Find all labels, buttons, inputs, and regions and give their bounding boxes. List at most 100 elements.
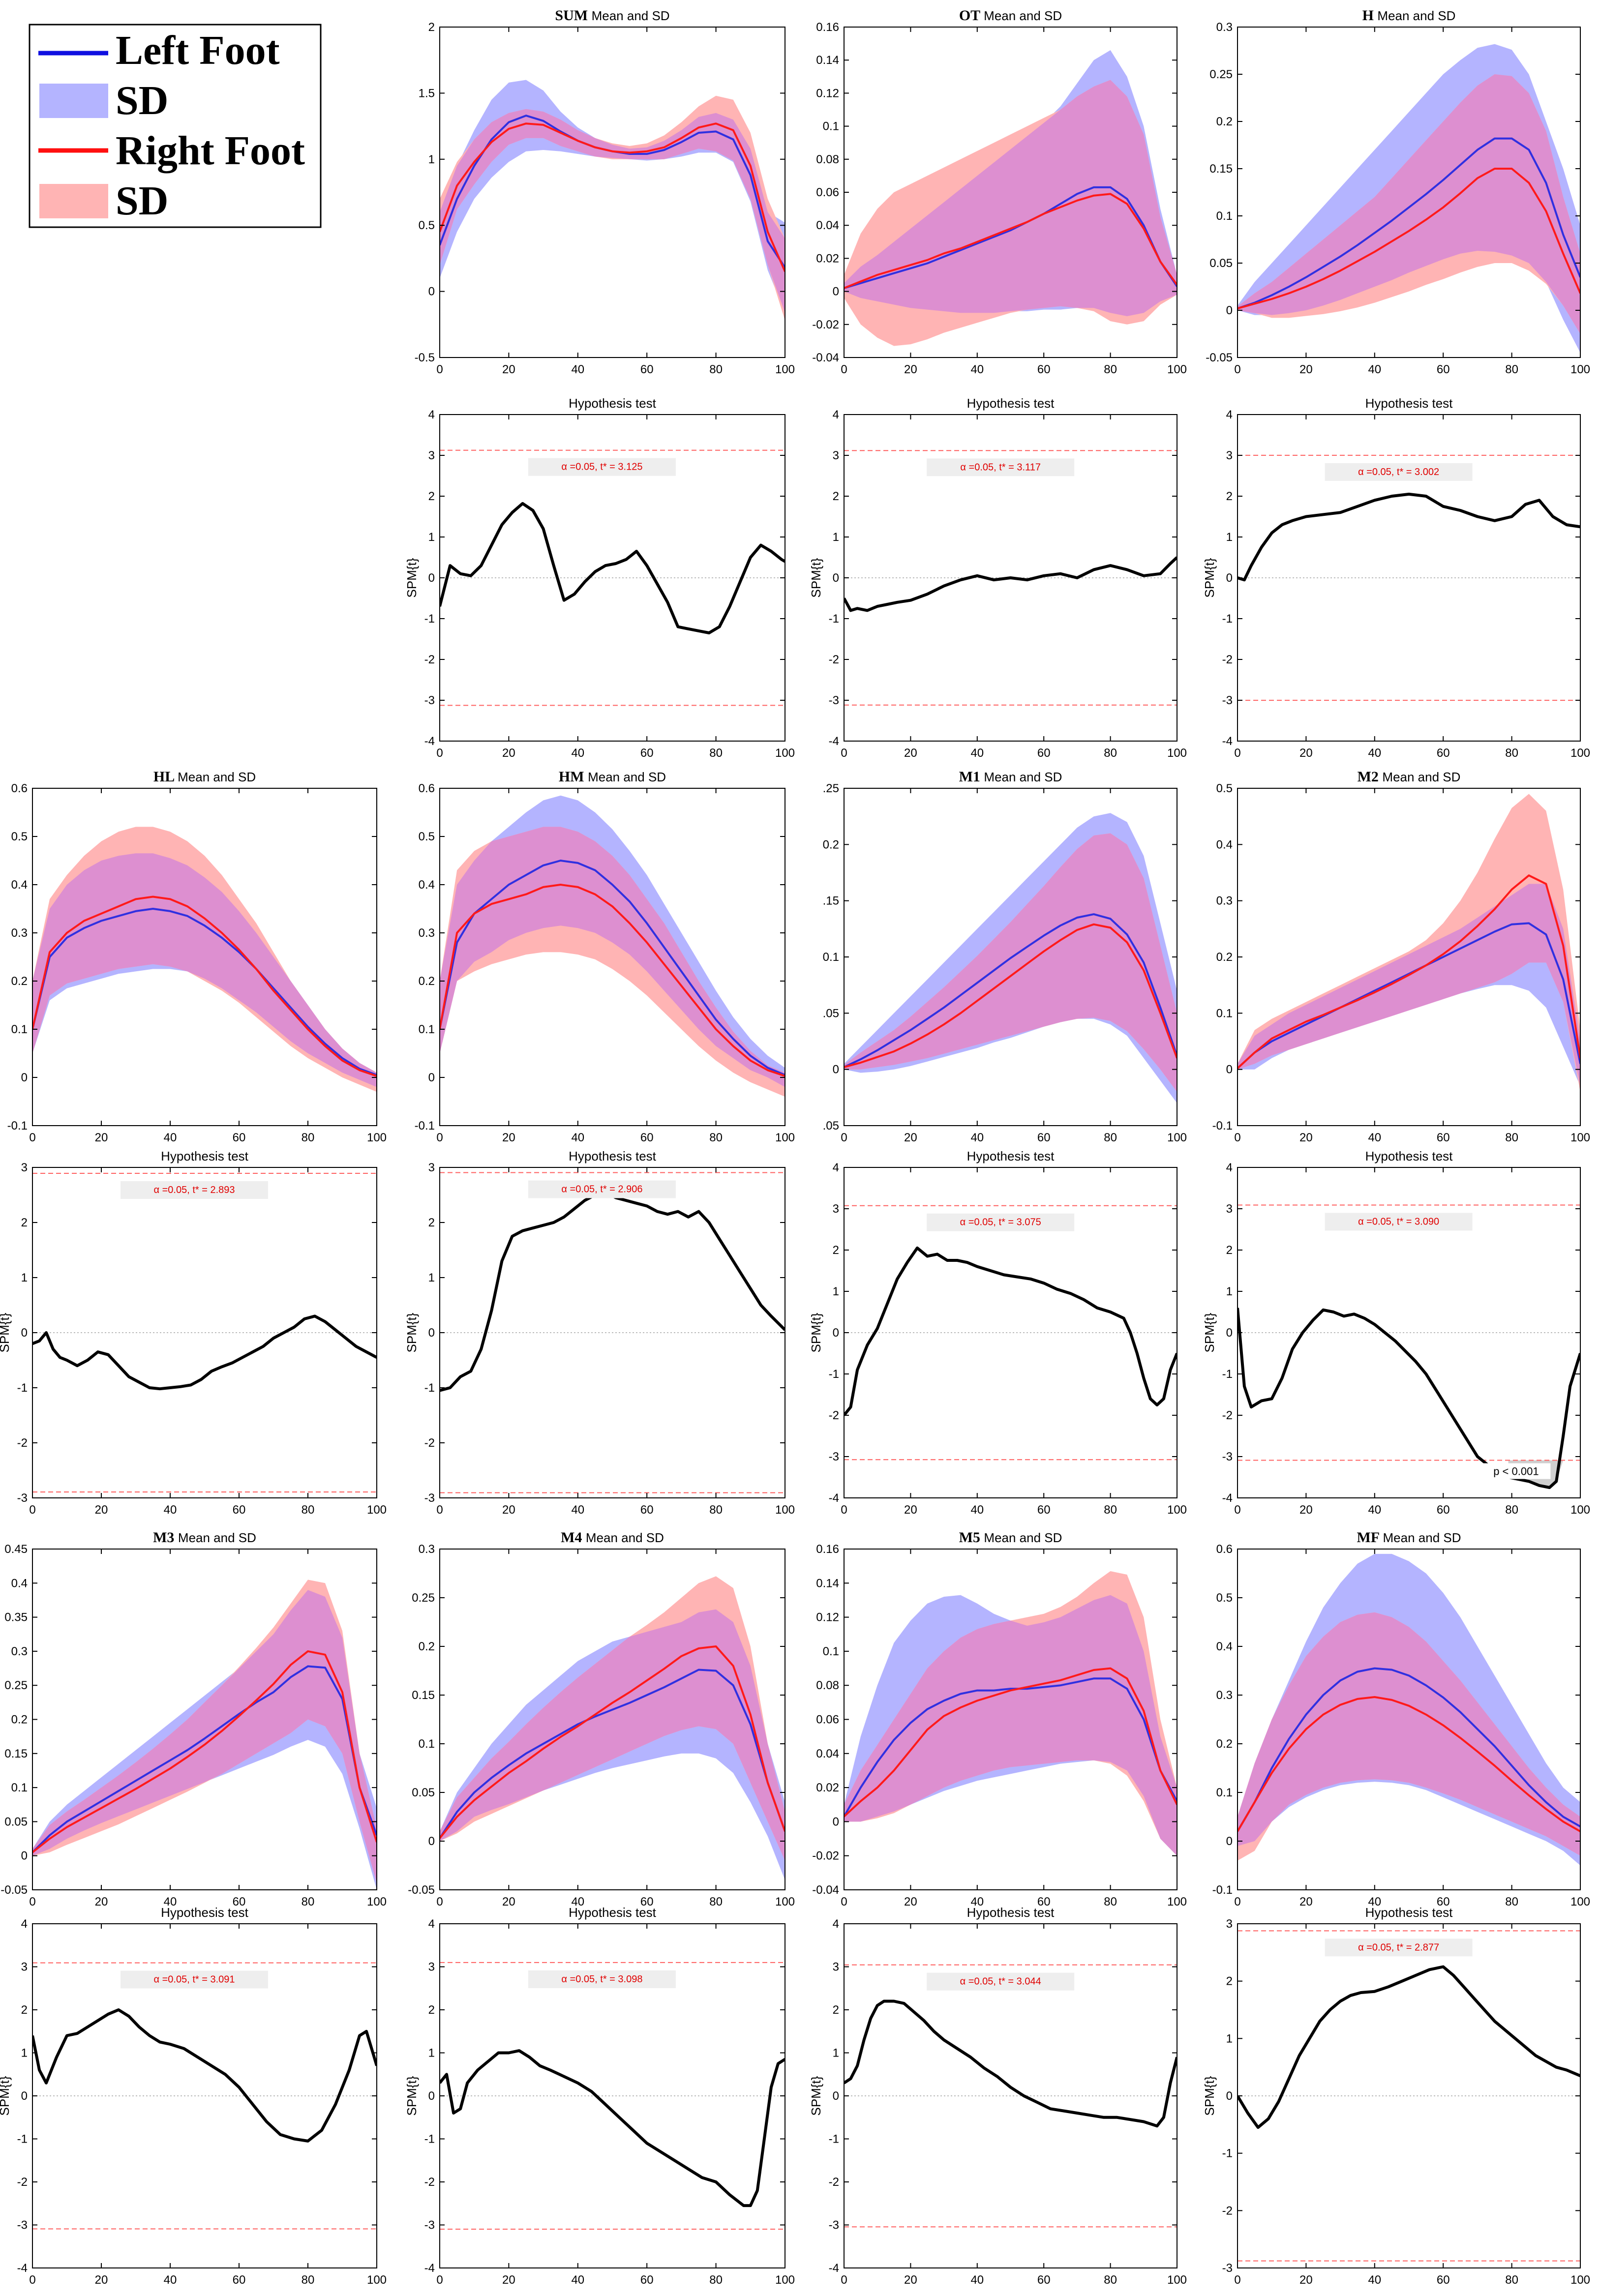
x-tick-label: 0 — [29, 1895, 35, 1908]
x-tick-label: 60 — [1437, 746, 1450, 760]
x-tick-label: 40 — [970, 1895, 984, 1908]
x-tick-label: 20 — [1299, 1131, 1313, 1144]
x-tick-label: 100 — [1167, 1503, 1187, 1517]
y-tick-label: 0.2 — [11, 975, 28, 988]
chart-title: Hypothesis test — [967, 1149, 1055, 1163]
plot-frame — [1237, 1923, 1581, 2268]
y-tick-label: 2 — [833, 1244, 839, 1257]
threshold-label-bg — [927, 458, 1075, 477]
x-tick-label: 0 — [841, 2273, 847, 2287]
plot-content — [440, 1962, 785, 2230]
x-tick-label: 40 — [970, 363, 984, 376]
x-tick-label: 80 — [1505, 363, 1518, 376]
plot-content — [440, 795, 785, 1097]
chart-title: OT Mean and SD — [959, 7, 1062, 24]
chart-m5-mean: 0 20 40 60 80 100 -0.04 -0.02 0 0.02 0.04 0.06 0.08 0… — [812, 1529, 1187, 1908]
x-tick-label: 20 — [1299, 746, 1313, 760]
y-tick-label: 2 — [833, 2003, 839, 2017]
x-tick-label: 20 — [95, 1131, 108, 1144]
mean-line-right — [1238, 1696, 1580, 1832]
y-axis-label: SPM{t} — [1202, 558, 1217, 597]
y-tick-label: 0.05 — [1209, 257, 1233, 270]
y-tick-label: 0.1 — [11, 1023, 28, 1036]
x-tick-label: 40 — [164, 1895, 177, 1908]
y-tick-label: 0.6 — [419, 782, 435, 795]
sd-band-overlap — [1238, 1612, 1580, 1856]
chart-hl-mean: 0 20 40 60 80 100-0.100.10.20.30.40.50.6HL Me… — [7, 769, 387, 1144]
x-tick-label: 80 — [302, 1895, 315, 1908]
y-tick-label: 0 — [1226, 304, 1233, 317]
threshold-label: α =0.05, t* = 3.091 — [153, 1974, 235, 1985]
x-tick-label: 80 — [709, 1503, 723, 1517]
plot-content — [844, 1205, 1177, 1461]
y-tick-label: 1 — [1226, 2032, 1233, 2045]
y-tick-label: -2 — [424, 653, 435, 666]
x-tick-label: 20 — [1299, 363, 1313, 376]
chart-title-muscle: MF — [1357, 1529, 1383, 1546]
y-tick-label: 1 — [428, 1271, 435, 1284]
y-tick-label: 0.16 — [816, 21, 839, 34]
x-tick-label: 100 — [1167, 1895, 1187, 1908]
mean-line-right — [440, 1645, 785, 1839]
x-tick-label: 40 — [1368, 1131, 1381, 1144]
y-tick-label: 2 — [21, 1216, 28, 1229]
mean-line-right — [1238, 168, 1580, 310]
x-tick-label: 40 — [571, 1131, 584, 1144]
x-tick-label: 80 — [709, 363, 723, 376]
plot-content — [1238, 1553, 1580, 1866]
cluster-label-bg — [1481, 1463, 1551, 1479]
y-axis-label: SPM{t} — [809, 558, 823, 597]
y-tick-label: 0 — [833, 2089, 839, 2103]
x-tick-label: 100 — [1167, 363, 1187, 376]
chart-title-muscle: OT — [959, 7, 984, 24]
spm-curve — [844, 556, 1177, 612]
x-tick-label: 100 — [367, 1503, 387, 1517]
threshold-label: α =0.05, t* = 3.098 — [561, 1974, 642, 1985]
y-tick-label: 2 — [833, 490, 839, 503]
x-tick-label: 80 — [1505, 1503, 1518, 1517]
chart-title-muscle: M3 — [153, 1529, 178, 1546]
sd-band-overlap — [844, 80, 1177, 316]
y-tick-label: 0.5 — [419, 830, 435, 843]
x-tick-label: 0 — [841, 1895, 847, 1908]
chart-title-muscle: M5 — [959, 1529, 984, 1546]
x-tick-label: 100 — [775, 1895, 795, 1908]
y-tick-label: -2 — [1222, 2204, 1233, 2217]
spm-curve — [844, 1246, 1177, 1416]
threshold-label-bg — [1325, 1938, 1473, 1957]
y-tick-label: 0.16 — [816, 1543, 839, 1556]
spm-curve — [440, 502, 785, 634]
x-tick-label: 80 — [1505, 2273, 1518, 2287]
y-tick-label: 0 — [833, 1326, 839, 1340]
x-tick-label: 40 — [970, 2273, 984, 2287]
x-tick-label: 60 — [1037, 1503, 1051, 1517]
y-tick-label: -0.05 — [0, 1883, 28, 1897]
x-tick-label: 20 — [904, 2273, 917, 2287]
y-tick-label: -0.05 — [408, 1883, 435, 1897]
chart-m4-mean: 0 20 40 60 80 100-0.0500.050.10.150.20.250.3M… — [408, 1529, 795, 1908]
y-tick-label: 0.15 — [4, 1747, 28, 1760]
y-tick-label: 0.08 — [816, 153, 839, 166]
spm-curve — [440, 1191, 785, 1392]
y-tick-label: 0.25 — [1209, 68, 1233, 81]
x-tick-label: 0 — [1234, 746, 1240, 760]
y-tick-label: .25 — [823, 782, 839, 795]
y-tick-label: -2 — [1222, 653, 1233, 666]
legend-left-sd-label: SD — [116, 78, 168, 123]
threshold-label: α =0.05, t* = 3.002 — [1358, 467, 1439, 477]
x-tick-label: 80 — [302, 1503, 315, 1517]
y-tick-label: 0.3 — [419, 926, 435, 940]
y-tick-label: 1 — [833, 2047, 839, 2060]
y-tick-label: 4 — [1226, 408, 1233, 421]
chart-title: M2 Mean and SD — [1358, 769, 1461, 785]
x-tick-label: 80 — [1104, 1131, 1117, 1144]
y-tick-label: -3 — [1222, 1450, 1233, 1463]
x-tick-label: 60 — [1037, 1895, 1051, 1908]
threshold-label: α =0.05, t* = 3.117 — [960, 462, 1041, 473]
chart-title-muscle: M1 — [959, 769, 984, 785]
x-tick-label: 60 — [640, 1503, 654, 1517]
plot-content — [844, 813, 1177, 1103]
